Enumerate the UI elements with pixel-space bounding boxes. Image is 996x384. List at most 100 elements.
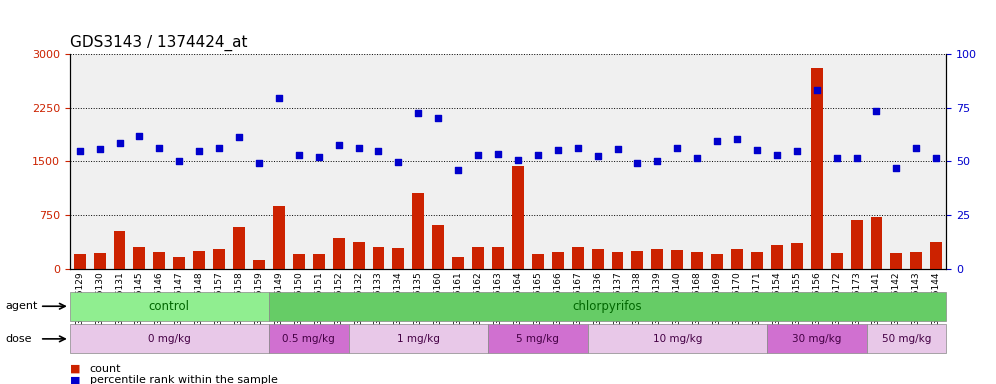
Point xyxy=(271,95,287,101)
Bar xyxy=(731,249,743,269)
Bar xyxy=(133,247,145,269)
Text: 10 mg/kg: 10 mg/kg xyxy=(652,334,702,344)
Bar xyxy=(492,247,504,269)
Bar xyxy=(851,220,863,269)
Bar xyxy=(293,254,305,269)
Bar xyxy=(890,253,902,269)
Point xyxy=(191,148,207,154)
Bar xyxy=(671,250,683,269)
Point xyxy=(669,145,685,151)
Point xyxy=(809,86,825,93)
Point xyxy=(629,160,645,166)
Point xyxy=(131,133,147,139)
Bar xyxy=(592,249,604,269)
Text: percentile rank within the sample: percentile rank within the sample xyxy=(90,375,278,384)
Bar xyxy=(532,255,544,269)
Bar xyxy=(432,225,444,269)
Bar xyxy=(273,207,285,269)
Point xyxy=(351,145,367,151)
Point xyxy=(450,167,466,173)
Bar xyxy=(612,252,623,269)
Bar xyxy=(572,247,584,269)
Point xyxy=(849,156,865,162)
Bar xyxy=(910,252,922,269)
Point xyxy=(291,152,307,158)
Bar xyxy=(333,238,345,269)
Text: 50 mg/kg: 50 mg/kg xyxy=(881,334,931,344)
Point xyxy=(749,147,765,153)
Text: GDS3143 / 1374424_at: GDS3143 / 1374424_at xyxy=(70,35,247,51)
Point xyxy=(829,156,845,162)
Point xyxy=(331,142,347,148)
Point xyxy=(390,159,406,165)
Bar xyxy=(751,252,763,269)
Bar xyxy=(811,68,823,269)
Point xyxy=(251,161,267,167)
Text: ■: ■ xyxy=(70,375,81,384)
Point xyxy=(490,151,506,157)
Point xyxy=(151,145,167,151)
Point xyxy=(72,147,88,154)
Text: 5 mg/kg: 5 mg/kg xyxy=(516,334,560,344)
Point xyxy=(729,136,745,142)
Point xyxy=(550,147,566,153)
Bar xyxy=(631,251,643,269)
Bar xyxy=(512,166,524,269)
Text: 30 mg/kg: 30 mg/kg xyxy=(792,334,842,344)
Bar xyxy=(831,253,843,269)
Point xyxy=(908,145,924,151)
Point xyxy=(430,115,446,121)
Text: chlorpyrifos: chlorpyrifos xyxy=(573,300,642,313)
Point xyxy=(510,157,526,163)
Point xyxy=(470,152,486,158)
Text: 0 mg/kg: 0 mg/kg xyxy=(148,334,190,344)
Point xyxy=(649,157,665,164)
Text: agent: agent xyxy=(5,301,38,311)
Bar xyxy=(353,242,365,269)
Bar xyxy=(711,254,723,269)
Bar xyxy=(153,252,165,269)
Point xyxy=(371,147,386,154)
Bar xyxy=(691,252,703,269)
Point xyxy=(769,152,785,158)
Point xyxy=(112,139,127,146)
Bar xyxy=(173,257,185,269)
Point xyxy=(530,152,546,158)
Text: count: count xyxy=(90,364,122,374)
Bar xyxy=(452,257,464,269)
Text: ■: ■ xyxy=(70,364,81,374)
Bar xyxy=(552,252,564,269)
Bar xyxy=(233,227,245,269)
Bar xyxy=(472,247,484,269)
Point xyxy=(211,145,227,151)
Point xyxy=(570,145,586,151)
Point xyxy=(590,152,606,159)
Point xyxy=(689,156,705,162)
Point xyxy=(610,146,625,152)
Text: 0.5 mg/kg: 0.5 mg/kg xyxy=(283,334,335,344)
Bar xyxy=(392,248,404,269)
Point xyxy=(869,108,884,114)
Bar xyxy=(193,251,205,269)
Point xyxy=(410,109,426,116)
Point xyxy=(709,138,725,144)
Bar xyxy=(114,231,125,269)
Bar xyxy=(871,217,882,269)
Bar xyxy=(373,247,384,269)
Text: 1 mg/kg: 1 mg/kg xyxy=(396,334,440,344)
Bar xyxy=(930,242,942,269)
Bar xyxy=(313,254,325,269)
Bar xyxy=(253,260,265,269)
Point xyxy=(888,165,904,171)
Text: dose: dose xyxy=(5,334,32,344)
Bar xyxy=(771,245,783,269)
Point xyxy=(231,134,247,140)
Bar xyxy=(412,193,424,269)
Bar xyxy=(791,243,803,269)
Point xyxy=(92,146,108,152)
Point xyxy=(171,158,187,164)
Point xyxy=(311,154,327,160)
Point xyxy=(789,147,805,154)
Bar xyxy=(213,250,225,269)
Bar xyxy=(651,250,663,269)
